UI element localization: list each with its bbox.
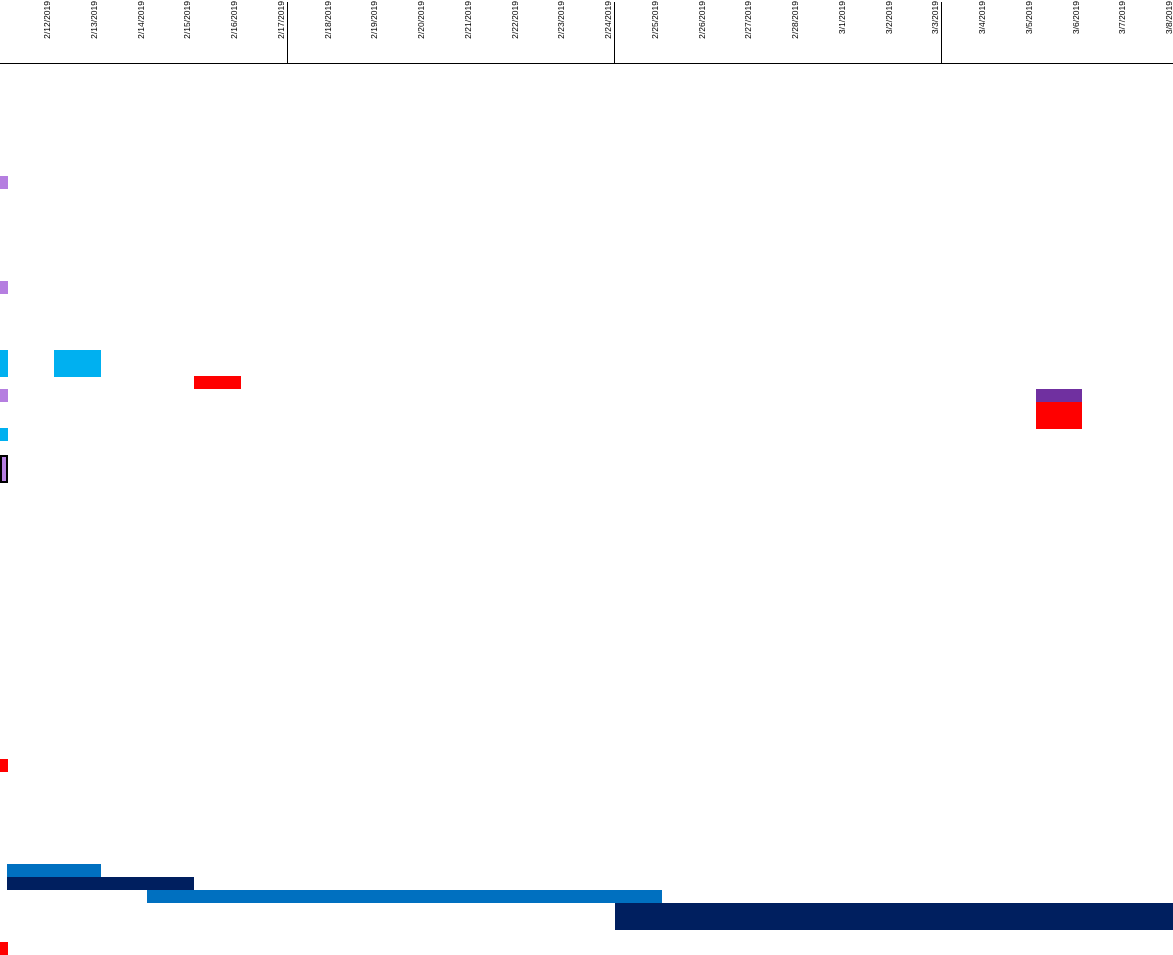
date-column-header: 3/6/2019 bbox=[1070, 1, 1081, 35]
date-column-header: 2/24/2019 bbox=[603, 1, 613, 39]
week-divider-line bbox=[941, 2, 942, 64]
date-column-header: 2/15/2019 bbox=[182, 1, 193, 39]
date-column-header: 2/23/2019 bbox=[556, 1, 567, 39]
date-column-header: 3/4/2019 bbox=[977, 1, 987, 35]
timeline-header-rule bbox=[0, 63, 1173, 64]
date-column-header: 2/14/2019 bbox=[135, 1, 146, 39]
date-column-header: 3/1/2019 bbox=[836, 1, 847, 35]
date-column-header: 2/27/2019 bbox=[743, 1, 754, 39]
task-marker-red-a[interactable] bbox=[0, 759, 8, 772]
date-column-header: 2/17/2019 bbox=[275, 1, 286, 39]
date-column-header: 2/19/2019 bbox=[369, 1, 380, 39]
task-marker-selected[interactable] bbox=[0, 455, 8, 483]
date-column-header: 2/22/2019 bbox=[509, 1, 520, 39]
task-bar-red-a[interactable] bbox=[194, 376, 241, 389]
phase-bar-blue-a[interactable] bbox=[7, 864, 101, 877]
date-column-header: 3/5/2019 bbox=[1023, 1, 1034, 35]
date-column-header: 2/21/2019 bbox=[462, 1, 473, 39]
task-bar-red-b[interactable] bbox=[1036, 402, 1082, 429]
date-column-header: 3/2/2019 bbox=[883, 1, 894, 35]
task-bar-purple[interactable] bbox=[1036, 389, 1082, 402]
date-column-header: 2/13/2019 bbox=[88, 1, 99, 39]
task-bar-cyan-a[interactable] bbox=[0, 350, 8, 377]
task-marker-3[interactable] bbox=[0, 389, 8, 402]
date-column-header: 2/16/2019 bbox=[229, 1, 239, 39]
week-divider-line bbox=[614, 2, 615, 64]
date-column-header: 3/8/2019 bbox=[1164, 1, 1173, 35]
phase-bar-navy-a[interactable] bbox=[7, 877, 194, 890]
task-bar-cyan-b[interactable] bbox=[54, 350, 101, 377]
task-marker-cyan[interactable] bbox=[0, 428, 8, 441]
task-marker-1[interactable] bbox=[0, 176, 8, 189]
date-column-header: 2/18/2019 bbox=[322, 1, 333, 39]
date-column-header: 3/7/2019 bbox=[1117, 1, 1128, 35]
date-column-header: 2/28/2019 bbox=[790, 1, 800, 39]
phase-bar-navy-b[interactable] bbox=[615, 903, 1173, 930]
date-column-header: 2/26/2019 bbox=[696, 1, 707, 39]
week-divider-line bbox=[287, 2, 288, 64]
task-marker-2[interactable] bbox=[0, 281, 8, 294]
phase-bar-blue-b[interactable] bbox=[147, 890, 662, 903]
date-column-header: 2/25/2019 bbox=[649, 1, 660, 39]
date-column-header: 2/12/2019 bbox=[42, 1, 52, 39]
task-marker-red-b[interactable] bbox=[0, 942, 8, 955]
date-column-header: 2/20/2019 bbox=[416, 1, 426, 39]
